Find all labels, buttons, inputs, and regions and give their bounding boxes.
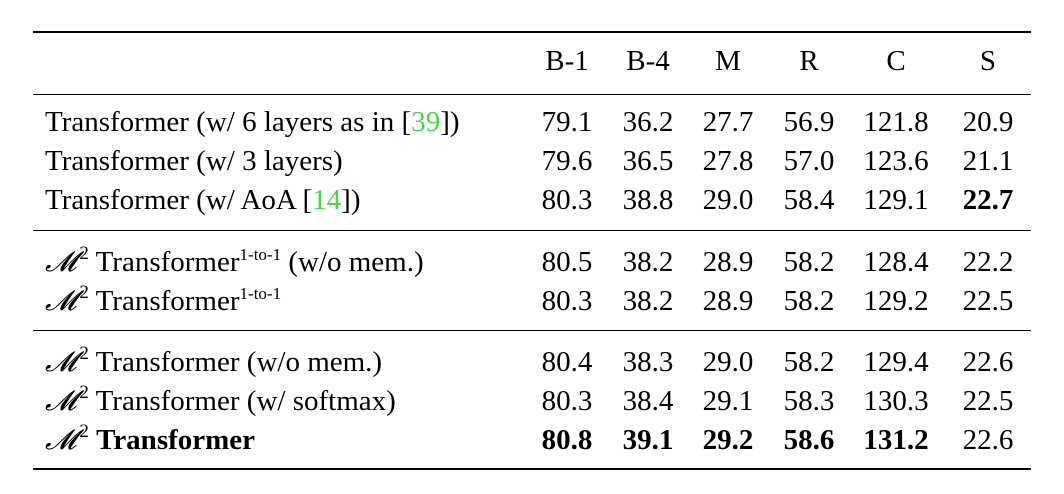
value-c: 123.6 (863, 145, 929, 177)
value-c: 131.2 (863, 424, 929, 456)
value-r: 58.3 (783, 385, 835, 417)
value-m: 28.9 (702, 285, 754, 317)
value-s: 21.1 (962, 145, 1014, 177)
value-r: 58.4 (783, 184, 835, 216)
value-s: 22.7 (962, 184, 1014, 216)
value-r: 58.2 (783, 246, 835, 278)
header-row: B-1 B-4 M R C S (33, 41, 1031, 81)
header-b4: B-4 (626, 45, 670, 77)
value-m: 28.9 (702, 246, 754, 278)
value-s: 22.5 (962, 285, 1014, 317)
value-b4: 36.2 (622, 106, 674, 138)
header-b1: B-1 (545, 45, 589, 77)
value-r: 56.9 (783, 106, 835, 138)
value-b1: 80.5 (541, 246, 593, 278)
value-s: 22.6 (962, 424, 1014, 456)
value-r: 58.6 (783, 424, 835, 456)
value-b1: 79.1 (541, 106, 593, 138)
value-b1: 80.8 (541, 424, 593, 456)
top-rule (33, 31, 1031, 33)
group-rule (33, 330, 1031, 331)
value-b1: 80.3 (541, 285, 593, 317)
value-b4: 36.5 (622, 145, 674, 177)
header-s: S (979, 45, 997, 77)
value-m: 27.7 (702, 106, 754, 138)
value-c: 129.4 (863, 346, 929, 378)
bottom-rule (33, 468, 1031, 470)
value-c: 130.3 (863, 385, 929, 417)
value-b1: 79.6 (541, 145, 593, 177)
value-s: 22.6 (962, 346, 1014, 378)
value-s: 22.2 (962, 246, 1014, 278)
value-r: 58.2 (783, 346, 835, 378)
value-c: 128.4 (863, 246, 929, 278)
header-m: M (715, 45, 741, 77)
citation-link[interactable]: 14 (312, 184, 342, 216)
row-label: Transformer (w/ 6 layers as in [39]) (45, 106, 460, 138)
value-b4: 39.1 (622, 424, 674, 456)
value-b4: 38.8 (622, 184, 674, 216)
table-row: Transformer (w/ AoA [14]) 80.3 38.8 29.0… (33, 180, 1031, 220)
value-c: 121.8 (863, 106, 929, 138)
value-m: 29.0 (702, 346, 754, 378)
header-c: C (886, 45, 906, 77)
row-label: Transformer (w/ 3 layers) (45, 145, 343, 177)
value-b4: 38.2 (622, 246, 674, 278)
value-b4: 38.4 (622, 385, 674, 417)
table-row: Transformer (w/ 3 layers) 79.6 36.5 27.8… (33, 141, 1031, 181)
value-b1: 80.4 (541, 346, 593, 378)
value-b1: 80.3 (541, 184, 593, 216)
value-m: 29.0 (702, 184, 754, 216)
value-b1: 80.3 (541, 385, 593, 417)
group-rule (33, 230, 1031, 231)
header-r: R (799, 45, 819, 77)
value-c: 129.1 (863, 184, 929, 216)
citation-link[interactable]: 39 (411, 106, 441, 138)
value-r: 57.0 (783, 145, 835, 177)
header-rule (33, 94, 1031, 95)
value-m: 29.1 (702, 385, 754, 417)
value-r: 58.2 (783, 285, 835, 317)
value-b4: 38.3 (622, 346, 674, 378)
table-row: Transformer (w/ 6 layers as in [39]) 79.… (33, 102, 1031, 142)
row-label: Transformer (w/ AoA [14]) (45, 184, 361, 216)
value-c: 129.2 (863, 285, 929, 317)
value-b4: 38.2 (622, 285, 674, 317)
value-s: 20.9 (962, 106, 1014, 138)
value-m: 27.8 (702, 145, 754, 177)
value-s: 22.5 (962, 385, 1014, 417)
value-m: 29.2 (702, 424, 754, 456)
